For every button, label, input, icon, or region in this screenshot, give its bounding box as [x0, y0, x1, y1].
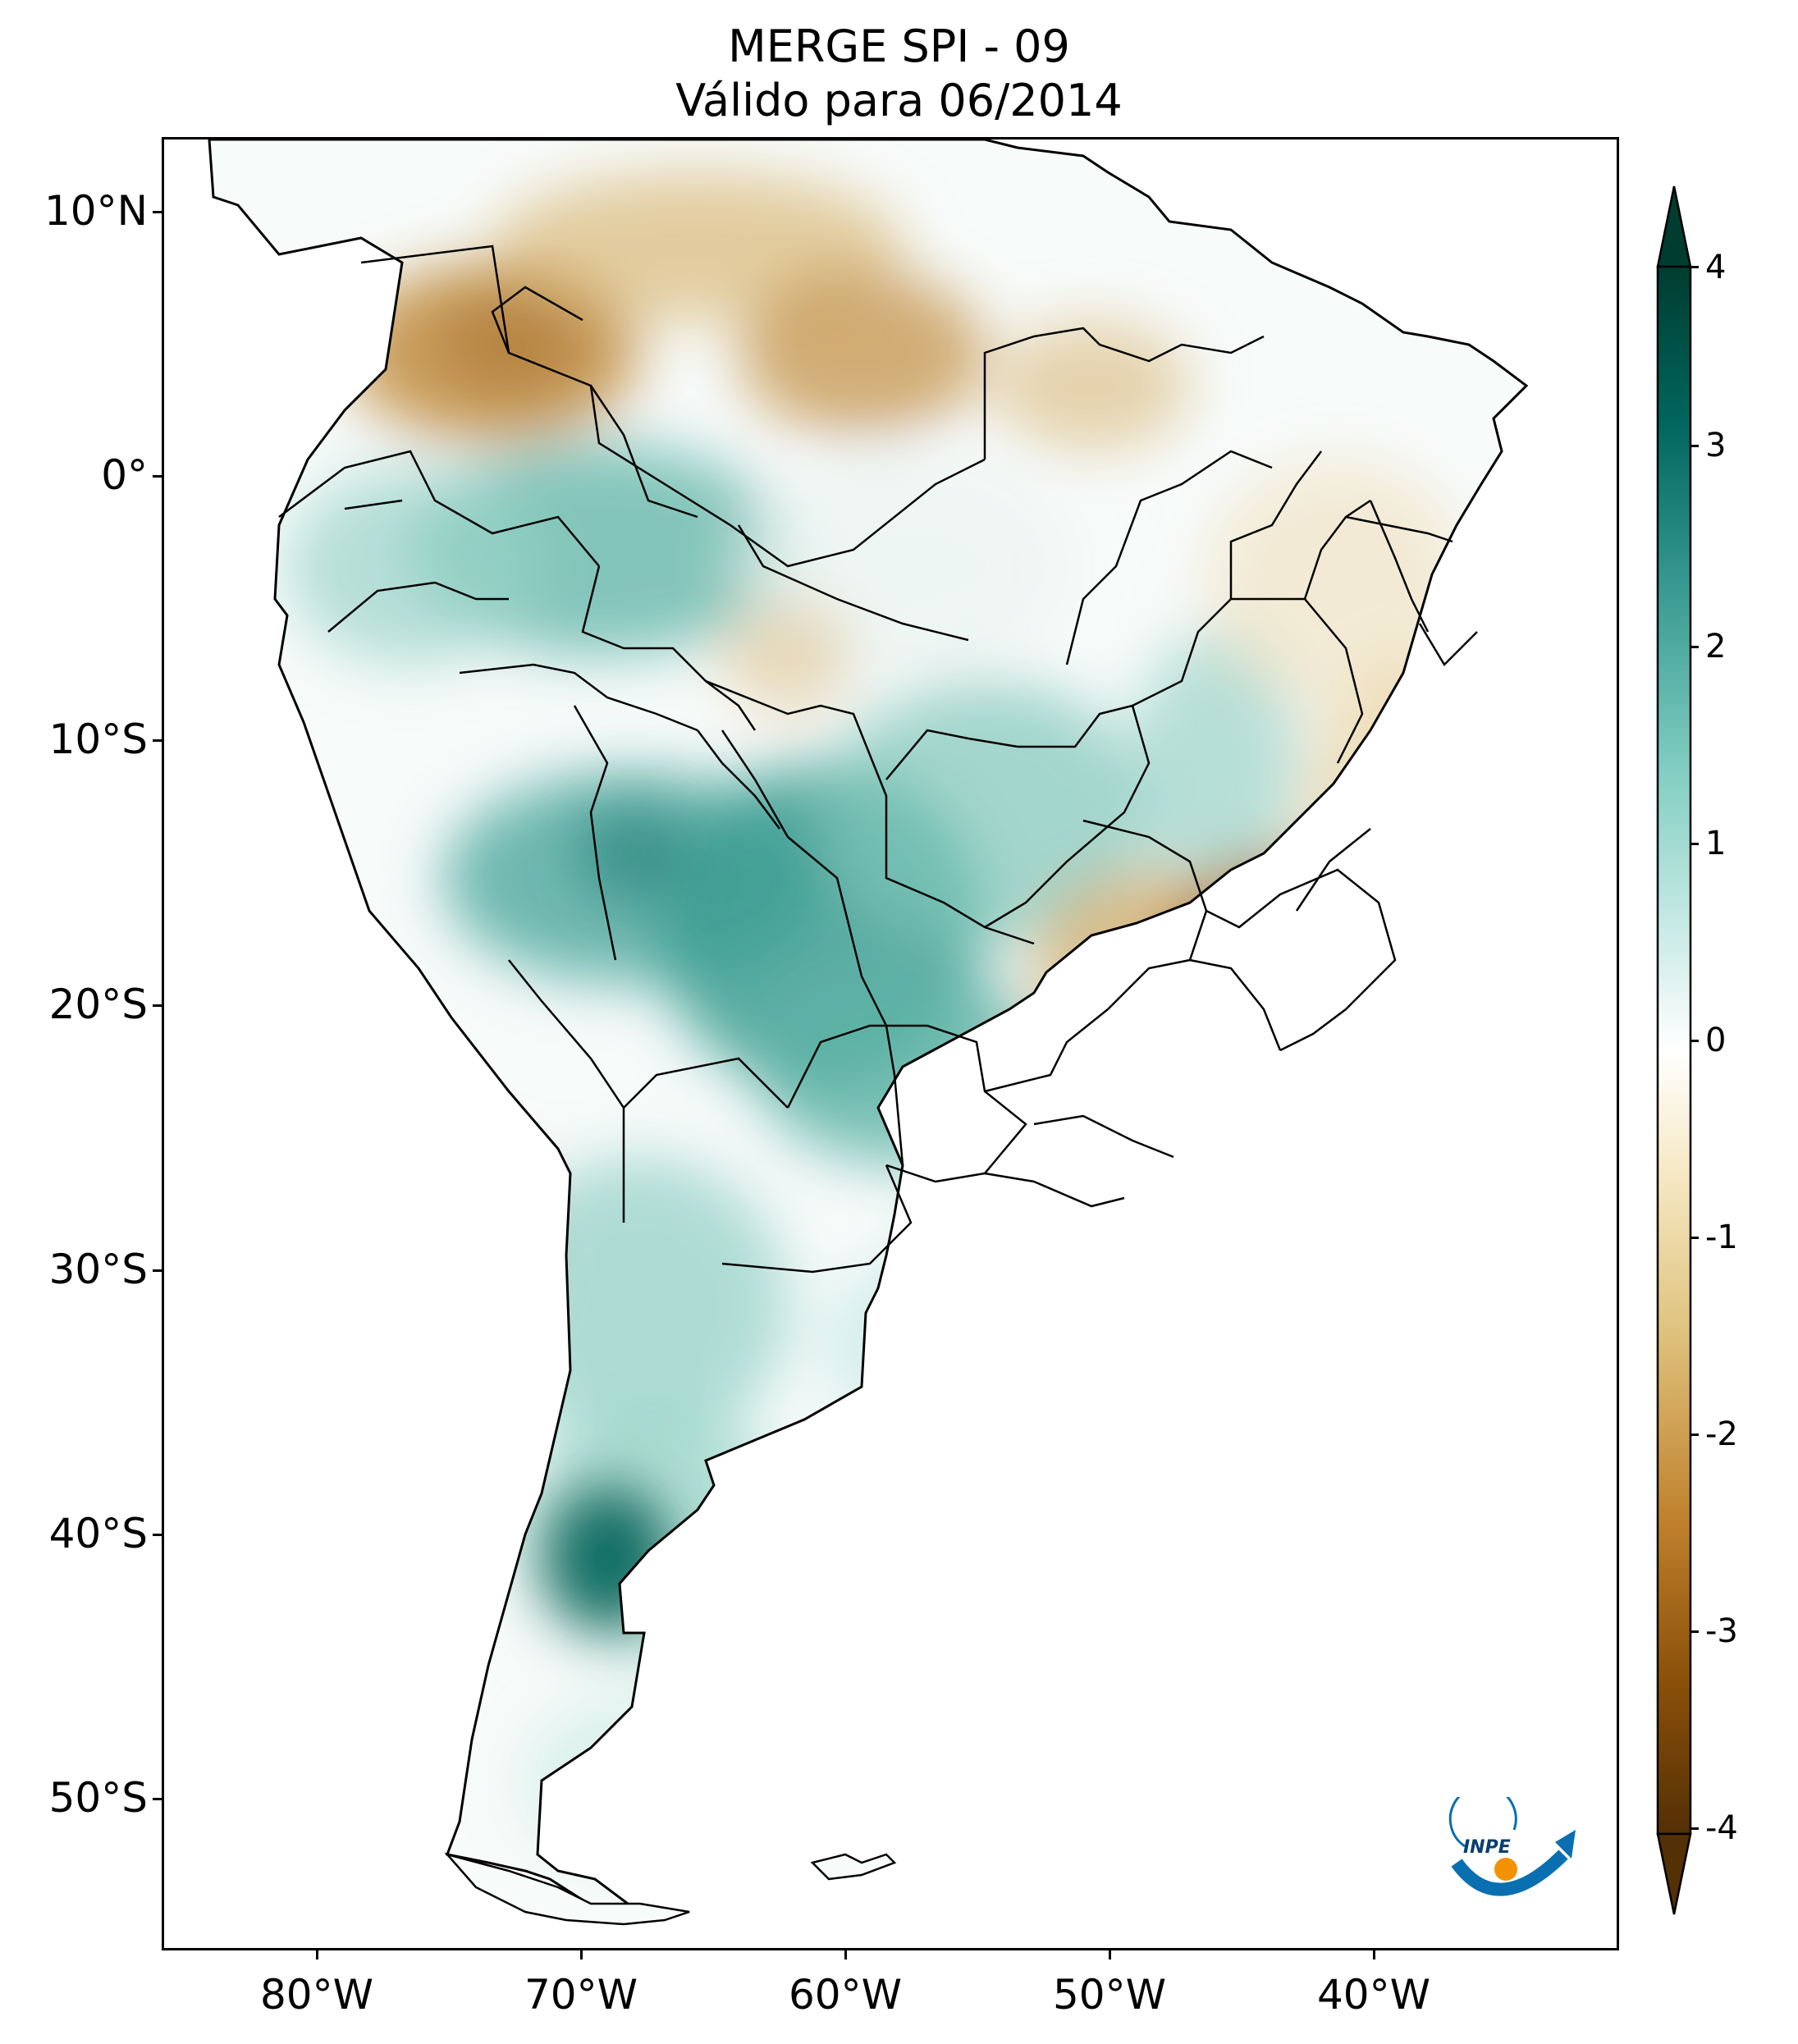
colorbar-tick [1690, 1630, 1699, 1633]
colorbar-label: -4 [1705, 1809, 1738, 1847]
lat-tick [153, 1004, 162, 1007]
lat-tick [153, 739, 162, 742]
lon-tick [844, 1950, 847, 1959]
south-america-map [208, 139, 1528, 1926]
colorbar-tick [1690, 1827, 1699, 1830]
political-borders [278, 245, 1478, 1273]
colorbar-tick [1690, 266, 1699, 268]
colorbar-tick [1690, 646, 1699, 648]
lon-label-80W: 80°W [259, 1971, 374, 2019]
lat-tick [153, 475, 162, 478]
map-subtitle: Válido para 06/2014 [675, 75, 1123, 126]
lon-tick [1373, 1950, 1375, 1959]
colorbar-tick [1690, 1237, 1699, 1239]
lat-label-10N: 10°N [43, 187, 148, 235]
lat-label-20S: 20°S [48, 981, 148, 1028]
colorbar-label: 0 [1705, 1022, 1727, 1059]
colorbar-tick [1690, 843, 1699, 845]
colorbar-tick [1690, 1040, 1699, 1042]
svg-text:INPE: INPE [1463, 1837, 1511, 1858]
lat-tick [153, 1269, 162, 1272]
colorbar-tick [1690, 445, 1699, 447]
lon-tick [580, 1950, 583, 1959]
lon-label-50W: 50°W [1052, 1971, 1167, 2019]
lon-label-40W: 40°W [1316, 1971, 1431, 2019]
lon-label-60W: 60°W [788, 1971, 903, 2019]
lat-tick [153, 211, 162, 213]
lat-label-40S: 40°S [48, 1510, 148, 1557]
lat-label-30S: 30°S [48, 1246, 148, 1293]
colorbar [1656, 185, 1692, 1915]
lat-label-0: 0° [101, 451, 148, 499]
lon-label-70W: 70°W [524, 1971, 638, 2019]
colorbar-tick [1690, 1434, 1699, 1436]
lat-label-50S: 50°S [48, 1774, 148, 1822]
lat-label-10S: 10°S [48, 716, 148, 763]
colorbar-label: -1 [1705, 1219, 1738, 1256]
colorbar-label: -2 [1705, 1415, 1738, 1453]
colorbar-label: 4 [1705, 249, 1727, 286]
colorbar-label: 1 [1705, 825, 1727, 862]
colorbar-label: 2 [1705, 628, 1727, 665]
lon-tick [1109, 1950, 1111, 1959]
colorbar-label: 3 [1705, 427, 1727, 464]
map-panel [162, 137, 1619, 1950]
map-title: MERGE SPI - 09 [728, 21, 1070, 72]
lon-tick [316, 1950, 318, 1959]
lat-tick [153, 1534, 162, 1536]
colorbar-label: -3 [1705, 1612, 1738, 1650]
inpe-logo: INPE [1448, 1797, 1576, 1896]
lat-tick [153, 1798, 162, 1800]
